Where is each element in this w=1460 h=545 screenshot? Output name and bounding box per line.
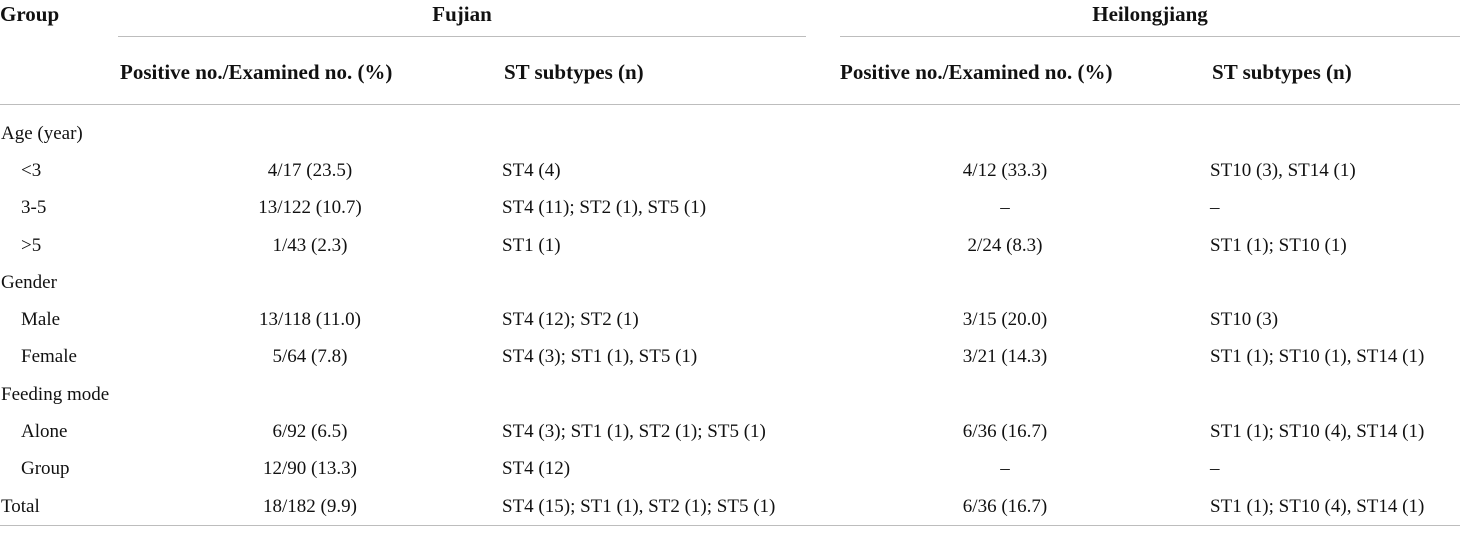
- table-row: Gender: [0, 264, 1460, 301]
- heilongjiang-st-cell: –: [1210, 197, 1220, 219]
- table-header: Group Fujian Heilongjiang Positive no./E…: [0, 0, 1460, 105]
- heilongjiang-positive-cell: [840, 376, 1210, 413]
- table-row: Male 13/118 (11.0) ST4 (12); ST2 (1) 3/15 (…: [0, 301, 1460, 338]
- fujian-positive-cell: 13/122 (10.7): [258, 197, 362, 219]
- heilongjiang-positive-cell: 6/36 (16.7): [962, 421, 1048, 443]
- header-region-fujian: Fujian: [118, 0, 840, 40]
- heilongjiang-st-cell: ST10 (3): [1210, 309, 1279, 331]
- table-row: >5 1/43 (2.3) ST1 (1) 2/24 (8.3) ST1 (1); ST…: [0, 227, 1460, 264]
- fujian-st-cell: [502, 115, 840, 152]
- heilongjiang-positive-cell: 4/12 (33.3): [962, 159, 1048, 181]
- row-label: Group: [21, 458, 70, 480]
- fujian-positive-cell: 4/17 (23.5): [267, 159, 353, 181]
- heilongjiang-st-cell: [1210, 376, 1460, 413]
- table-row: Female 5/64 (7.8) ST4 (3); ST1 (1), ST5 (1…: [0, 339, 1460, 376]
- fujian-st-cell: ST4 (3); ST1 (1), ST2 (1); ST5 (1): [502, 421, 766, 443]
- fujian-st-cell: ST4 (4): [502, 159, 561, 181]
- row-label: Age (year): [1, 122, 83, 144]
- table-body: Age (year) <3 4/17 (23.5) ST4 (4) 4/12 (33.3…: [0, 105, 1460, 527]
- heilongjiang-positive-cell: 6/36 (16.7): [840, 487, 1211, 527]
- row-label: <3: [21, 159, 42, 181]
- header-fujian-label: Fujian: [118, 2, 807, 37]
- fujian-st-cell: ST4 (15); ST1 (1), ST2 (1); ST5 (1): [502, 487, 841, 527]
- heilongjiang-st-cell: [1210, 264, 1460, 301]
- heilongjiang-positive-cell: 2/24 (8.3): [967, 234, 1043, 256]
- fujian-positive-cell: 12/90 (13.3): [263, 458, 357, 480]
- data-table: Group Fujian Heilongjiang Positive no./E…: [0, 0, 1460, 527]
- table-row: Feeding mode: [0, 376, 1460, 413]
- fujian-positive-cell: [118, 376, 502, 413]
- header-fujian-positive: Positive no./Examined no. (%): [118, 40, 502, 105]
- fujian-st-cell: ST4 (12): [502, 458, 571, 480]
- heilongjiang-positive-cell: 3/15 (20.0): [962, 309, 1048, 331]
- heilongjiang-st-cell: [1210, 115, 1460, 152]
- fujian-positive-cell: 5/64 (7.8): [272, 346, 348, 368]
- heilongjiang-positive-cell: 3/21 (14.3): [962, 346, 1048, 368]
- fujian-positive-cell: 18/182 (9.9): [118, 487, 502, 527]
- row-label: Male: [21, 309, 61, 331]
- fujian-positive-cell: [118, 115, 502, 152]
- spacer-row: [0, 105, 1460, 116]
- header-heilongjiang-label: Heilongjiang: [840, 2, 1460, 37]
- row-label: Total: [0, 487, 118, 527]
- fujian-st-cell: ST4 (3); ST1 (1), ST5 (1): [502, 346, 698, 368]
- heilongjiang-st-cell: –: [1210, 458, 1220, 480]
- table-row: Total 18/182 (9.9) ST4 (15); ST1 (1), ST2 …: [0, 487, 1460, 527]
- table-row: Group 12/90 (13.3) ST4 (12) – –: [0, 451, 1460, 488]
- row-label: Gender: [1, 271, 57, 293]
- header-blank: [0, 40, 118, 105]
- header-fujian-st: ST subtypes (n): [502, 40, 841, 105]
- fujian-st-cell: ST4 (12); ST2 (1): [502, 309, 639, 331]
- heilongjiang-st-cell: ST1 (1); ST10 (4), ST14 (1): [1210, 487, 1460, 527]
- header-row-regions: Group Fujian Heilongjiang: [0, 0, 1460, 40]
- heilongjiang-positive-cell: [840, 115, 1210, 152]
- table-row: <3 4/17 (23.5) ST4 (4) 4/12 (33.3) ST10 (3),…: [0, 152, 1460, 189]
- row-label: Female: [21, 346, 77, 368]
- row-label: Feeding mode: [1, 383, 110, 405]
- header-row-columns: Positive no./Examined no. (%) ST subtype…: [0, 40, 1460, 105]
- heilongjiang-positive-cell: [840, 264, 1210, 301]
- fujian-st-cell: ST1 (1): [502, 234, 561, 256]
- table-row: Alone 6/92 (6.5) ST4 (3); ST1 (1), ST2 (1)…: [0, 413, 1460, 450]
- fujian-st-cell: [502, 264, 840, 301]
- fujian-positive-cell: 1/43 (2.3): [272, 234, 348, 256]
- row-label: >5: [21, 234, 42, 256]
- heilongjiang-positive-cell: –: [1000, 458, 1010, 480]
- header-heilongjiang-positive: Positive no./Examined no. (%): [840, 40, 1211, 105]
- fujian-st-cell: ST4 (11); ST2 (1), ST5 (1): [502, 197, 707, 219]
- heilongjiang-st-cell: ST1 (1); ST10 (1): [1210, 234, 1347, 256]
- header-heilongjiang-st: ST subtypes (n): [1210, 40, 1460, 105]
- heilongjiang-st-cell: ST1 (1); ST10 (4), ST14 (1): [1210, 421, 1425, 443]
- heilongjiang-st-cell: ST10 (3), ST14 (1): [1210, 159, 1356, 181]
- fujian-st-cell: [502, 376, 840, 413]
- fujian-positive-cell: 13/118 (11.0): [258, 309, 362, 331]
- fujian-positive-cell: 6/92 (6.5): [272, 421, 348, 443]
- heilongjiang-positive-cell: –: [1000, 197, 1010, 219]
- header-region-heilongjiang: Heilongjiang: [840, 0, 1460, 40]
- row-label: 3-5: [21, 197, 47, 219]
- header-group: Group: [0, 2, 60, 26]
- table-row: Age (year): [0, 115, 1460, 152]
- table-row: 3-5 13/122 (10.7) ST4 (11); ST2 (1), ST5 (…: [0, 190, 1460, 227]
- fujian-positive-cell: [118, 264, 502, 301]
- row-label: Alone: [21, 421, 68, 443]
- heilongjiang-st-cell: ST1 (1); ST10 (1), ST14 (1): [1210, 346, 1425, 368]
